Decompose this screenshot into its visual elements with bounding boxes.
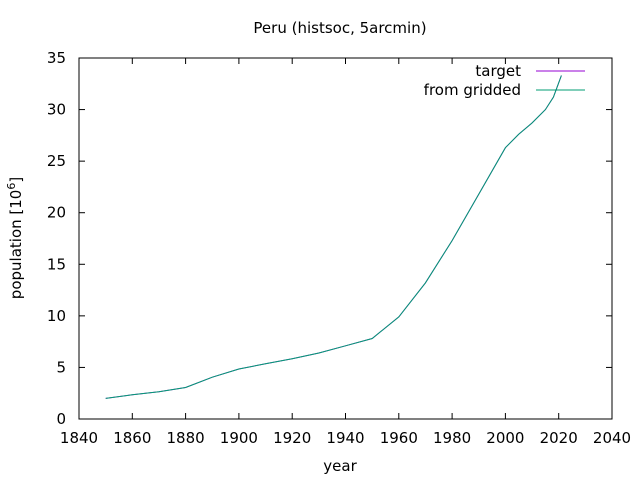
x-tick-label: 1900: [220, 429, 258, 447]
x-axis-label: year: [323, 457, 357, 475]
axis-ticks: 1840 1860 1880 1900 1920 1940 1960 1980 2000 2020…: [47, 49, 631, 447]
x-tick-label: 1840: [60, 429, 98, 447]
x-tick-label: 1860: [113, 429, 151, 447]
y-tick-label: 10: [47, 307, 66, 325]
y-tick-label: 5: [56, 358, 66, 376]
y-tick-label: 35: [47, 49, 66, 67]
series-line-0: [105, 75, 562, 399]
y-tick-label: 15: [47, 255, 66, 273]
y-axis-label-close: ]: [7, 177, 25, 183]
x-tick-label: 1920: [273, 429, 311, 447]
legend-label-1: from gridded: [424, 81, 521, 99]
y-axis-label-main: population [10: [7, 190, 25, 300]
x-tick-label: 1880: [167, 429, 205, 447]
x-tick-label: 1940: [326, 429, 364, 447]
chart-title: Peru (histsoc, 5arcmin): [253, 19, 426, 37]
y-tick-label: 30: [47, 101, 66, 119]
y-tick-label: 20: [47, 204, 66, 222]
y-axis-label: population [106]: [5, 177, 25, 299]
y-axis-label-exponent: 6: [5, 183, 18, 190]
x-tick-label: 1980: [433, 429, 471, 447]
x-tick-label: 2020: [540, 429, 578, 447]
y-tick-label: 0: [56, 410, 66, 428]
series-layer: [105, 75, 562, 399]
legend-label-0: target: [475, 62, 521, 80]
x-tick-label: 2000: [486, 429, 524, 447]
series-line-1: [105, 75, 562, 399]
y-tick-label: 25: [47, 152, 66, 170]
x-tick-label: 1960: [380, 429, 418, 447]
plot-frame: [78, 57, 613, 420]
x-tick-label: 2040: [593, 429, 631, 447]
